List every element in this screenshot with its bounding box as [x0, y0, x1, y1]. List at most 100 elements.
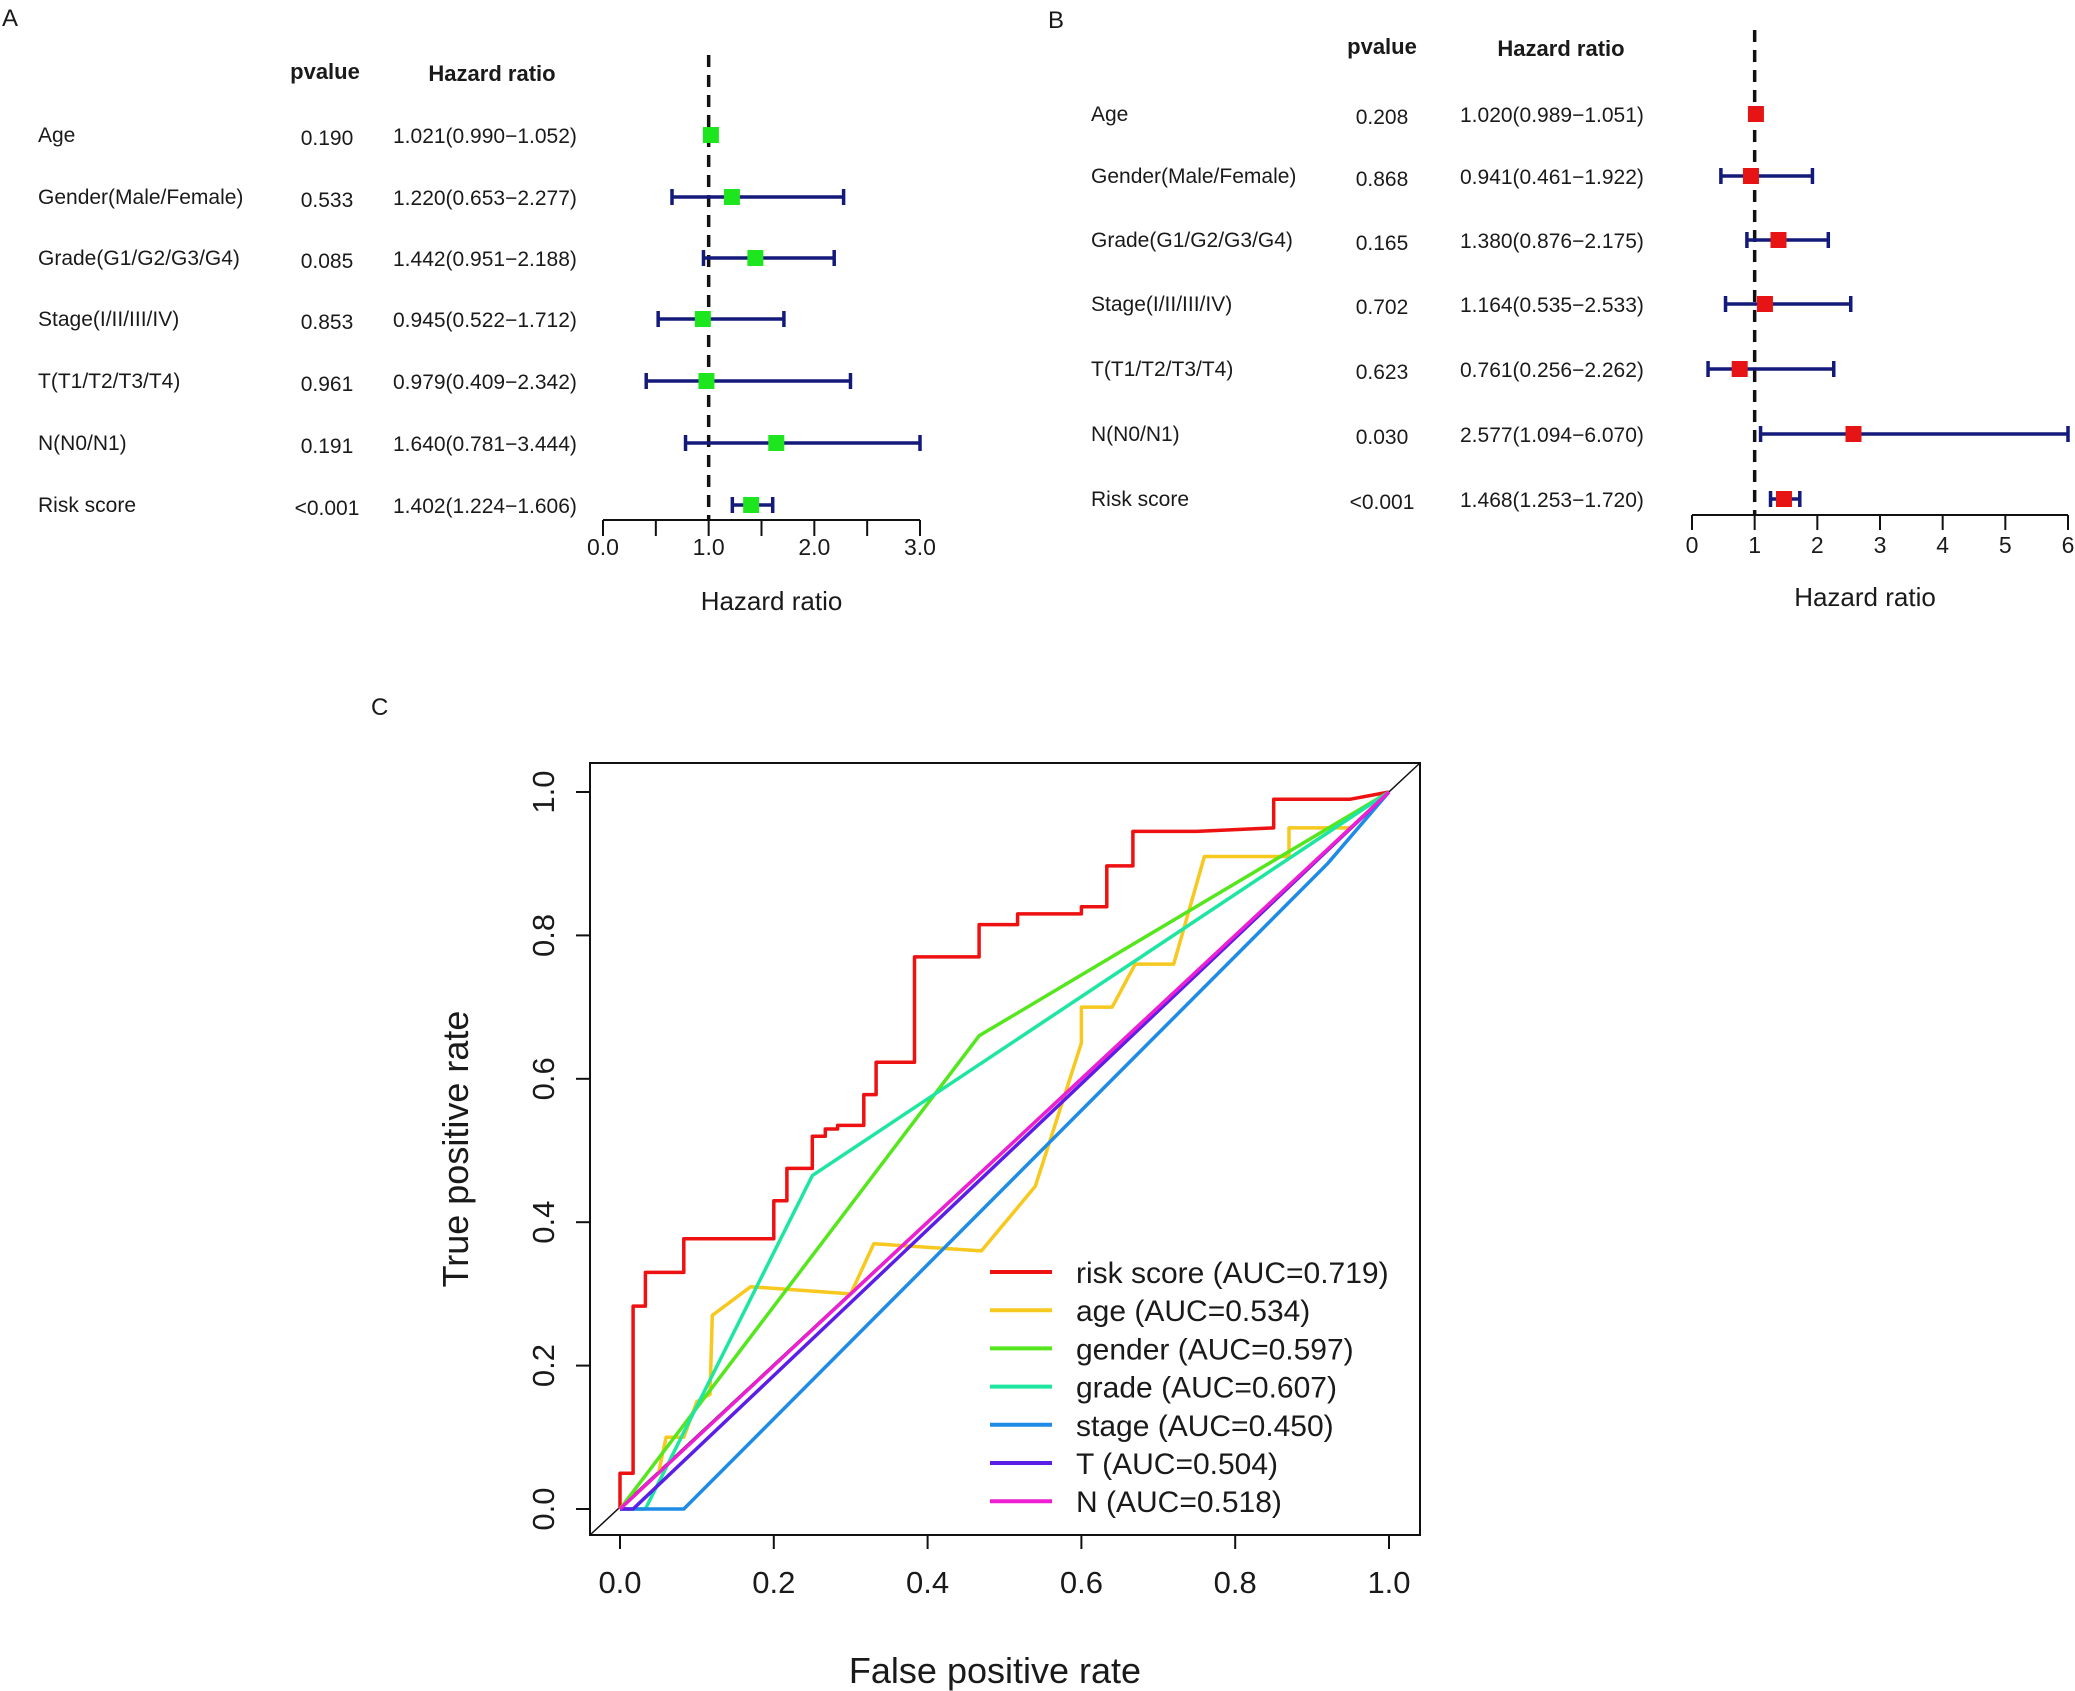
hazard-ratio-marker	[1747, 106, 1764, 122]
row-hazard-ratio: 0.761(0.256−2.262)	[1460, 359, 1644, 382]
row-label: T(T1/T2/T3/T4)	[1091, 358, 1233, 381]
row-pvalue: 0.623	[1356, 361, 1409, 384]
x-tick-label: 1.0	[693, 534, 725, 560]
row-label: Grade(G1/G2/G3/G4)	[1091, 229, 1293, 252]
row-pvalue: 0.868	[1356, 168, 1409, 191]
hazard-ratio-marker	[768, 435, 785, 451]
x-tick-label: 6	[2062, 532, 2075, 558]
hazard-ratio-marker	[1845, 426, 1862, 442]
row-label: N(N0/N1)	[38, 432, 127, 455]
y-tick-label: 0.4	[526, 1201, 561, 1244]
x-tick-label: 0.6	[1060, 1565, 1103, 1600]
x-tick-label: 0	[1686, 532, 1699, 558]
ci-bar	[1723, 296, 1853, 312]
hazard-ratio-marker	[743, 497, 760, 513]
hazard-ratio-marker	[1731, 361, 1748, 377]
ci-bar	[656, 311, 786, 327]
row-pvalue: <0.001	[295, 497, 360, 520]
x-tick-label: 0.4	[906, 1565, 949, 1600]
row-pvalue: 0.190	[301, 127, 354, 150]
roc-line-stage	[620, 790, 1391, 1511]
roc-line-t	[620, 790, 1391, 1511]
x-tick-label: 5	[1999, 532, 2012, 558]
row-pvalue: 0.533	[301, 189, 354, 212]
row-hazard-ratio: 1.640(0.781−3.444)	[393, 433, 577, 456]
x-tick-label: 3.0	[904, 534, 936, 560]
panel-label-c: C	[371, 694, 388, 721]
roc-line-n	[618, 790, 1391, 1511]
x-tick-label: 0.0	[598, 1565, 641, 1600]
row-label: Risk score	[38, 494, 136, 517]
ci-bar	[1758, 426, 2070, 442]
row-hazard-ratio: 1.380(0.876−2.175)	[1460, 230, 1644, 253]
legend-label: risk score (AUC=0.719)	[1076, 1257, 1389, 1290]
row-hazard-ratio: 0.941(0.461−1.922)	[1460, 166, 1644, 189]
row-label: Stage(I/II/III/IV)	[1091, 293, 1232, 316]
row-label: Risk score	[1091, 488, 1189, 511]
y-tick-label: 0.8	[526, 914, 561, 957]
roc-plot-c: 0.0 0.2 0.4 0.6 0.8 1.0 0.0 0.2 0.4 0.6 0.8 1.0 Fals…	[435, 762, 1421, 1691]
pvalue-header: pvalue	[1347, 34, 1417, 59]
ci-bar	[1745, 232, 1831, 248]
hazard-ratio-marker	[1756, 296, 1773, 312]
row-label: Gender(Male/Female)	[38, 186, 243, 209]
row-hazard-ratio: 0.979(0.409−2.342)	[393, 371, 577, 394]
x-axis-title: Hazard ratio	[1794, 582, 1936, 612]
row-pvalue: 0.191	[301, 435, 354, 458]
row-hazard-ratio: 1.020(0.989−1.051)	[1460, 104, 1644, 127]
x-tick-label: 4	[1936, 532, 1949, 558]
x-axis-title: False positive rate	[849, 1650, 1141, 1691]
row-label: Age	[1091, 103, 1128, 126]
x-tick-label: 3	[1874, 532, 1887, 558]
ci-bar	[1719, 168, 1815, 184]
pvalue-header: pvalue	[290, 59, 360, 84]
row-hazard-ratio: 0.945(0.522−1.712)	[393, 309, 577, 332]
forest-plot-a: pvalue Hazard ratio Age 0.190 1.021(0.990−…	[38, 55, 936, 616]
legend-label: grade (AUC=0.607)	[1076, 1372, 1337, 1405]
row-pvalue: 0.030	[1356, 426, 1409, 449]
legend-label: T (AUC=0.504)	[1076, 1448, 1278, 1481]
row-label: Grade(G1/G2/G3/G4)	[38, 247, 240, 270]
legend: risk score (AUC=0.719) age (AUC=0.534) gen…	[990, 1257, 1389, 1519]
ci-bar	[1706, 361, 1836, 377]
row-hazard-ratio: 1.402(1.224−1.606)	[393, 495, 577, 518]
ci-bar	[683, 435, 922, 451]
row-pvalue: 0.702	[1356, 296, 1409, 319]
legend-label: stage (AUC=0.450)	[1076, 1410, 1334, 1443]
hazard-ratio-header: Hazard ratio	[1497, 36, 1624, 61]
hazard-ratio-marker	[698, 373, 715, 389]
roc-line-risk-score	[618, 790, 1390, 1509]
x-tick-label: 2.0	[798, 534, 830, 560]
y-tick-label: 0.2	[526, 1344, 561, 1387]
row-label: T(T1/T2/T3/T4)	[38, 370, 180, 393]
x-tick-label: 1	[1748, 532, 1761, 558]
y-axis-title: True positive rate	[435, 1011, 476, 1288]
x-tick-label: 0.0	[587, 534, 619, 560]
hazard-ratio-marker	[702, 127, 719, 143]
row-hazard-ratio: 1.220(0.653−2.277)	[393, 187, 577, 210]
y-tick-label: 0.0	[526, 1487, 561, 1530]
row-hazard-ratio: 1.021(0.990−1.052)	[393, 125, 577, 148]
roc-line-gender	[618, 790, 1390, 1511]
row-pvalue: 0.165	[1356, 232, 1409, 255]
row-pvalue: <0.001	[1350, 491, 1415, 514]
panel-label-b: B	[1048, 7, 1064, 34]
panel-label-a: A	[2, 5, 18, 32]
x-axis-title: Hazard ratio	[701, 586, 843, 616]
row-hazard-ratio: 1.468(1.253−1.720)	[1460, 489, 1644, 512]
row-pvalue: 0.085	[301, 250, 354, 273]
row-hazard-ratio: 2.577(1.094−6.070)	[1460, 424, 1644, 447]
x-tick-label: 0.8	[1214, 1565, 1257, 1600]
row-label: Age	[38, 124, 75, 147]
legend-label: age (AUC=0.534)	[1076, 1295, 1310, 1328]
hazard-ratio-marker	[1775, 491, 1792, 507]
hazard-ratio-marker	[694, 311, 711, 327]
row-pvalue: 0.853	[301, 311, 354, 334]
row-pvalue: 0.208	[1356, 106, 1409, 129]
legend-label: N (AUC=0.518)	[1076, 1486, 1282, 1519]
hazard-ratio-marker	[1742, 168, 1759, 184]
hazard-ratio-header: Hazard ratio	[428, 61, 555, 86]
hazard-ratio-marker	[1770, 232, 1787, 248]
x-tick-label: 1.0	[1367, 1565, 1410, 1600]
